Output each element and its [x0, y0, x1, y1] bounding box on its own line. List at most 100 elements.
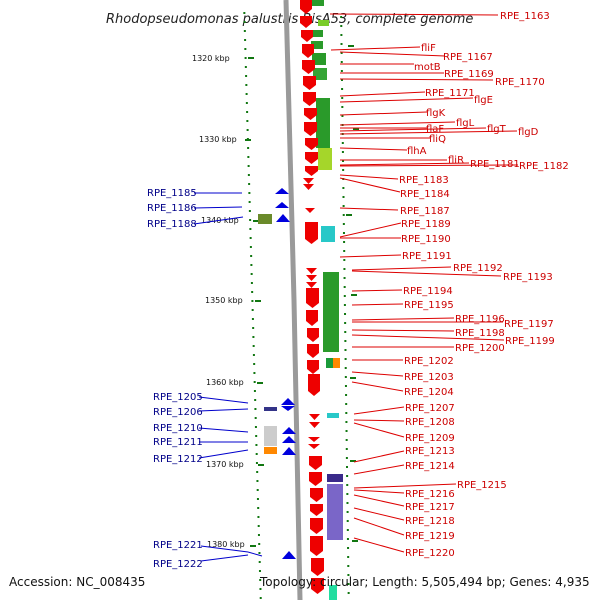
gene-label[interactable]: RPE_1206 [153, 407, 203, 418]
tick-label: 1380 kbp [207, 540, 245, 549]
gene-label[interactable]: RPE_1163 [500, 11, 550, 22]
gene-label[interactable]: RPE_1196 [455, 314, 505, 325]
gene-block [264, 407, 277, 411]
scale-dot [258, 570, 261, 572]
gene-label[interactable]: RPE_1186 [147, 203, 197, 214]
gene-label[interactable]: RPE_1209 [405, 433, 455, 444]
scale-dot [342, 223, 345, 225]
gene-label[interactable]: flgK [426, 108, 446, 119]
gene-label[interactable]: RPE_1198 [455, 328, 505, 339]
scale-dot [345, 412, 348, 414]
forward-gene-arrow [306, 310, 318, 326]
gene-label[interactable]: RPE_1211 [153, 437, 203, 448]
scale-dot [340, 43, 343, 45]
gene-label[interactable]: flgD [518, 127, 539, 138]
gene-label[interactable]: RPE_1203 [404, 372, 454, 383]
scale-dot [259, 597, 262, 599]
scale-dot [243, 21, 246, 23]
gene-label[interactable]: RPE_1222 [153, 559, 203, 570]
gene-label[interactable]: flgT [487, 124, 507, 135]
gene-label[interactable]: RPE_1182 [519, 161, 569, 172]
gene-label[interactable]: fliR [448, 155, 464, 166]
leader-line [339, 130, 518, 135]
leader-line [339, 127, 487, 132]
tick-mark [248, 57, 254, 59]
gene-label[interactable]: RPE_1184 [400, 189, 450, 200]
gene-label[interactable]: flgE [474, 95, 493, 106]
gene-label[interactable]: RPE_1217 [405, 502, 455, 513]
leader-line [200, 545, 249, 553]
gene-label[interactable]: RPE_1219 [405, 531, 455, 542]
forward-gene-arrow [308, 374, 320, 396]
scale-dot [256, 480, 259, 482]
tick-mark [257, 382, 263, 384]
scale-dot [340, 61, 343, 63]
gene-label[interactable]: RPE_1215 [457, 480, 507, 491]
leader-line [329, 13, 499, 16]
gene-label[interactable]: RPE_1167 [443, 52, 493, 63]
tick-mark [258, 464, 264, 466]
gene-label[interactable]: RPE_1183 [399, 175, 449, 186]
scale-dot [341, 88, 344, 90]
forward-gene-arrow [306, 288, 319, 308]
gene-label[interactable]: flaF [426, 124, 444, 135]
leader-line [198, 449, 249, 459]
gene-block [323, 272, 339, 352]
leader-line [198, 427, 249, 433]
gene-label[interactable]: motB [414, 62, 441, 73]
gene-label[interactable]: RPE_1197 [504, 319, 554, 330]
gene-label[interactable]: RPE_1200 [455, 343, 505, 354]
gene-label[interactable]: RPE_1187 [400, 206, 450, 217]
scale-dot [249, 228, 252, 230]
gene-label[interactable]: RPE_1170 [495, 77, 545, 88]
gene-label[interactable]: RPE_1169 [444, 69, 494, 80]
scale-dot [345, 457, 348, 459]
gene-label[interactable]: RPE_1185 [147, 188, 197, 199]
gene-label[interactable]: RPE_1204 [404, 387, 454, 398]
gene-label[interactable]: RPE_1214 [405, 461, 455, 472]
scale-dot [249, 219, 252, 221]
gene-label[interactable]: RPE_1188 [147, 219, 197, 230]
gene-label[interactable]: RPE_1199 [505, 336, 555, 347]
gene-block [333, 358, 340, 368]
gene-block [318, 148, 332, 170]
gene-block [327, 474, 343, 482]
forward-gene-arrow [307, 344, 319, 358]
gene-label[interactable]: RPE_1193 [503, 272, 553, 283]
gene-label[interactable]: RPE_1221 [153, 540, 203, 551]
gene-label[interactable]: RPE_1207 [405, 403, 455, 414]
gene-label[interactable]: fliQ [429, 134, 446, 145]
leader-line [339, 177, 401, 193]
gene-block [310, 0, 324, 6]
gene-label[interactable]: RPE_1190 [401, 234, 451, 245]
gene-label[interactable]: RPE_1213 [405, 446, 455, 457]
gene-label[interactable]: RPE_1192 [453, 263, 503, 274]
scale-dot [346, 493, 349, 495]
gene-label[interactable]: RPE_1171 [425, 88, 475, 99]
leader-line [353, 406, 405, 415]
gene-label[interactable]: flgL [456, 118, 475, 129]
gene-label[interactable]: RPE_1205 [153, 392, 203, 403]
gene-label[interactable]: flhA [407, 146, 427, 157]
tick-mark [245, 139, 251, 141]
gene-label[interactable]: RPE_1210 [153, 423, 203, 434]
gene-label[interactable]: RPE_1191 [402, 251, 452, 262]
scale-dot [342, 205, 345, 207]
tick-mark [253, 220, 259, 222]
gene-label[interactable]: RPE_1195 [404, 300, 454, 311]
scale-dot [347, 583, 350, 585]
gene-label[interactable]: RPE_1194 [403, 286, 453, 297]
leader-line [198, 408, 249, 412]
forward-gene-arrow [303, 76, 316, 90]
gene-label[interactable]: RPE_1220 [405, 548, 455, 559]
scale-dot [347, 592, 350, 594]
gene-label[interactable]: RPE_1208 [405, 417, 455, 428]
gene-label[interactable]: RPE_1212 [153, 454, 203, 465]
gene-label[interactable]: RPE_1189 [401, 219, 451, 230]
gene-label[interactable]: RPE_1202 [404, 356, 454, 367]
gene-label[interactable]: RPE_1218 [405, 516, 455, 527]
leader-line [353, 494, 405, 507]
gene-label[interactable]: RPE_1181 [470, 159, 520, 170]
gene-label[interactable]: RPE_1216 [405, 489, 455, 500]
gene-label[interactable]: fliF [421, 43, 436, 54]
